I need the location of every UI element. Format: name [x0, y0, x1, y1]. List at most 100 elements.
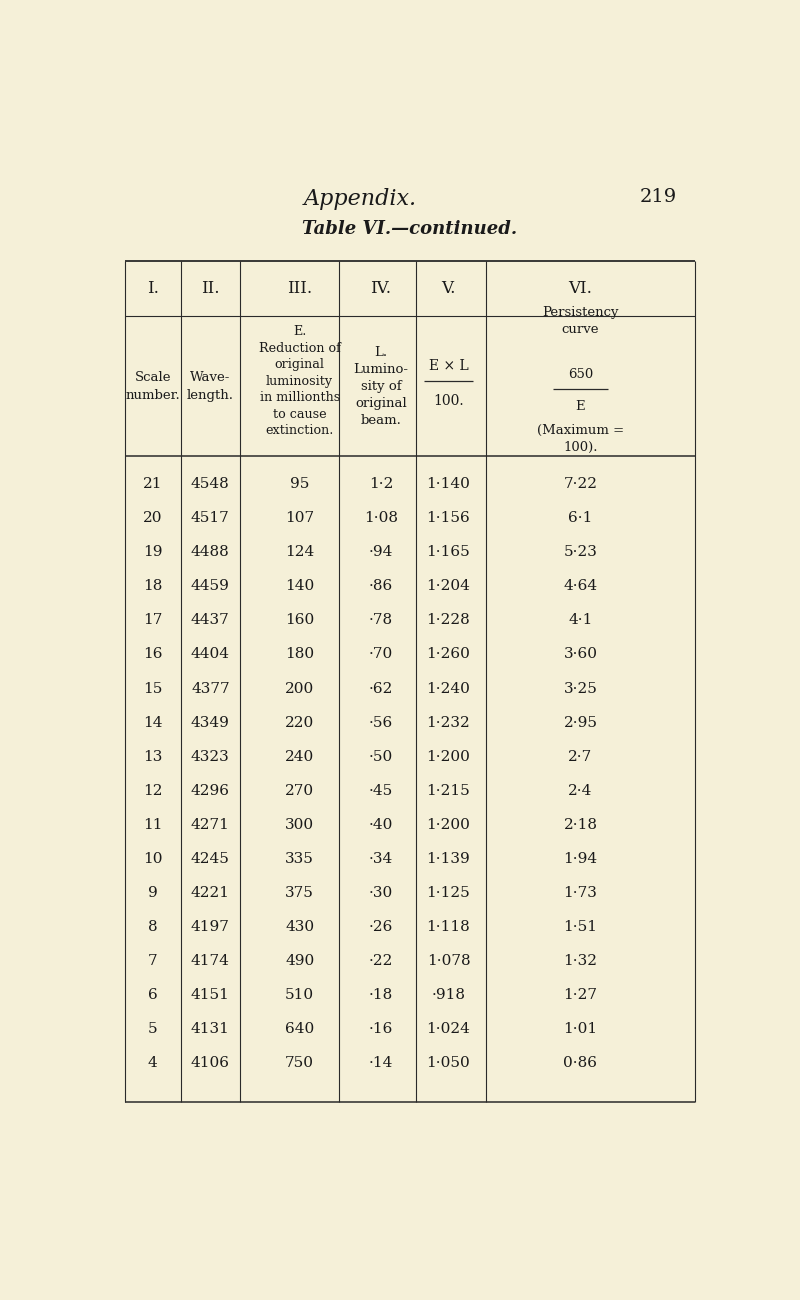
Text: 650: 650	[568, 368, 593, 381]
Text: 20: 20	[143, 511, 162, 525]
Text: E: E	[576, 400, 586, 413]
Text: ·50: ·50	[369, 750, 393, 763]
Text: 1·156: 1·156	[426, 511, 470, 525]
Text: 1·200: 1·200	[426, 750, 470, 763]
Text: 1·118: 1·118	[426, 920, 470, 933]
Text: Persistency
curve: Persistency curve	[542, 307, 618, 337]
Text: 4377: 4377	[191, 681, 230, 696]
Text: 13: 13	[143, 750, 162, 763]
Text: 2·7: 2·7	[568, 750, 593, 763]
Text: 4·64: 4·64	[563, 580, 598, 593]
Text: 240: 240	[285, 750, 314, 763]
Text: 4174: 4174	[191, 954, 230, 967]
Text: 12: 12	[143, 784, 162, 798]
Text: 1·32: 1·32	[563, 954, 598, 967]
Text: 4197: 4197	[191, 920, 230, 933]
Text: ·62: ·62	[369, 681, 393, 696]
Text: 17: 17	[143, 614, 162, 628]
Text: 5: 5	[148, 1022, 158, 1036]
Text: ·18: ·18	[369, 988, 393, 1002]
Text: ·45: ·45	[369, 784, 393, 798]
Text: 4459: 4459	[191, 580, 230, 593]
Text: 19: 19	[143, 546, 162, 559]
Text: 510: 510	[285, 988, 314, 1002]
Text: L.
Lumino-
sity of
original
beam.: L. Lumino- sity of original beam.	[354, 346, 408, 426]
Text: 4404: 4404	[191, 647, 230, 662]
Text: 18: 18	[143, 580, 162, 593]
Text: 4·1: 4·1	[568, 614, 593, 628]
Text: 1·140: 1·140	[426, 477, 470, 491]
Text: II.: II.	[201, 280, 220, 298]
Text: 6·1: 6·1	[568, 511, 593, 525]
Text: 1·01: 1·01	[563, 1022, 598, 1036]
Text: VI.: VI.	[569, 280, 593, 298]
Text: 1·51: 1·51	[563, 920, 598, 933]
Text: ·918: ·918	[431, 988, 466, 1002]
Text: 3·60: 3·60	[563, 647, 598, 662]
Text: 300: 300	[285, 818, 314, 832]
Text: ·30: ·30	[369, 885, 393, 900]
Text: 6: 6	[148, 988, 158, 1002]
Text: 640: 640	[285, 1022, 314, 1036]
Text: ·94: ·94	[369, 546, 393, 559]
Text: 4131: 4131	[191, 1022, 230, 1036]
Text: ·70: ·70	[369, 647, 393, 662]
Text: 1·125: 1·125	[426, 885, 470, 900]
Text: 2·18: 2·18	[563, 818, 598, 832]
Text: 200: 200	[285, 681, 314, 696]
Text: ·22: ·22	[369, 954, 393, 967]
Text: 220: 220	[285, 715, 314, 729]
Text: 4: 4	[148, 1056, 158, 1070]
Text: 3·25: 3·25	[563, 681, 598, 696]
Text: 11: 11	[143, 818, 162, 832]
Text: 375: 375	[286, 885, 314, 900]
Text: ·26: ·26	[369, 920, 393, 933]
Text: 219: 219	[639, 188, 677, 205]
Text: 1·204: 1·204	[426, 580, 470, 593]
Text: ·34: ·34	[369, 852, 393, 866]
Text: 270: 270	[285, 784, 314, 798]
Text: 4106: 4106	[191, 1056, 230, 1070]
Text: 7·22: 7·22	[563, 477, 598, 491]
Text: 4151: 4151	[191, 988, 230, 1002]
Text: ·14: ·14	[369, 1056, 393, 1070]
Text: ·16: ·16	[369, 1022, 393, 1036]
Text: 1·2: 1·2	[369, 477, 393, 491]
Text: III.: III.	[287, 280, 312, 298]
Text: 9: 9	[148, 885, 158, 900]
Text: 4296: 4296	[191, 784, 230, 798]
Text: 1·27: 1·27	[563, 988, 598, 1002]
Text: ·86: ·86	[369, 580, 393, 593]
Text: 4548: 4548	[191, 477, 230, 491]
Text: 107: 107	[285, 511, 314, 525]
Text: 95: 95	[290, 477, 310, 491]
Text: 14: 14	[143, 715, 162, 729]
Text: 140: 140	[285, 580, 314, 593]
Text: V.: V.	[442, 280, 456, 298]
Text: 335: 335	[286, 852, 314, 866]
Text: 16: 16	[143, 647, 162, 662]
Text: 1·165: 1·165	[426, 546, 470, 559]
Text: (Maximum =
100).: (Maximum = 100).	[537, 424, 624, 454]
Text: 1·228: 1·228	[426, 614, 470, 628]
Text: 5·23: 5·23	[563, 546, 598, 559]
Text: 490: 490	[285, 954, 314, 967]
Text: 160: 160	[285, 614, 314, 628]
Text: 7: 7	[148, 954, 158, 967]
Text: 100.: 100.	[433, 394, 464, 408]
Text: 1·08: 1·08	[364, 511, 398, 525]
Text: ·78: ·78	[369, 614, 393, 628]
Text: 1·024: 1·024	[426, 1022, 470, 1036]
Text: 1·050: 1·050	[426, 1056, 470, 1070]
Text: 1·139: 1·139	[426, 852, 470, 866]
Text: 4323: 4323	[191, 750, 230, 763]
Text: 430: 430	[285, 920, 314, 933]
Text: Table VI.—continued.: Table VI.—continued.	[302, 220, 518, 238]
Text: 4271: 4271	[191, 818, 230, 832]
Text: 4517: 4517	[191, 511, 230, 525]
Text: 4349: 4349	[191, 715, 230, 729]
Text: 180: 180	[285, 647, 314, 662]
Text: 8: 8	[148, 920, 158, 933]
Text: 4437: 4437	[191, 614, 230, 628]
Text: 4245: 4245	[191, 852, 230, 866]
